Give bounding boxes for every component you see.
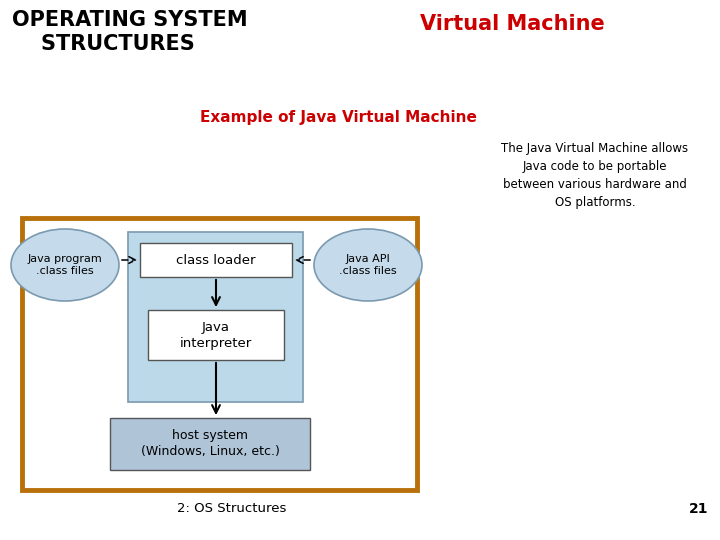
Text: class loader: class loader <box>176 253 256 267</box>
Text: Virtual Machine: Virtual Machine <box>420 14 605 34</box>
Text: Java API
.class files: Java API .class files <box>339 254 397 276</box>
Text: 2: OS Structures: 2: OS Structures <box>177 502 287 515</box>
Text: The Java Virtual Machine allows
Java code to be portable
between various hardwar: The Java Virtual Machine allows Java cod… <box>501 142 688 209</box>
Text: 21: 21 <box>688 502 708 516</box>
Text: Java program
.class files: Java program .class files <box>27 254 102 276</box>
FancyBboxPatch shape <box>22 218 417 490</box>
FancyBboxPatch shape <box>148 310 284 360</box>
Ellipse shape <box>314 229 422 301</box>
Text: Java
interpreter: Java interpreter <box>180 321 252 349</box>
FancyBboxPatch shape <box>110 418 310 470</box>
Ellipse shape <box>11 229 119 301</box>
FancyBboxPatch shape <box>128 232 303 402</box>
Text: Example of Java Virtual Machine: Example of Java Virtual Machine <box>200 110 477 125</box>
Text: OPERATING SYSTEM
    STRUCTURES: OPERATING SYSTEM STRUCTURES <box>12 10 248 54</box>
FancyBboxPatch shape <box>140 243 292 277</box>
Text: host system
(Windows, Linux, etc.): host system (Windows, Linux, etc.) <box>140 429 279 458</box>
